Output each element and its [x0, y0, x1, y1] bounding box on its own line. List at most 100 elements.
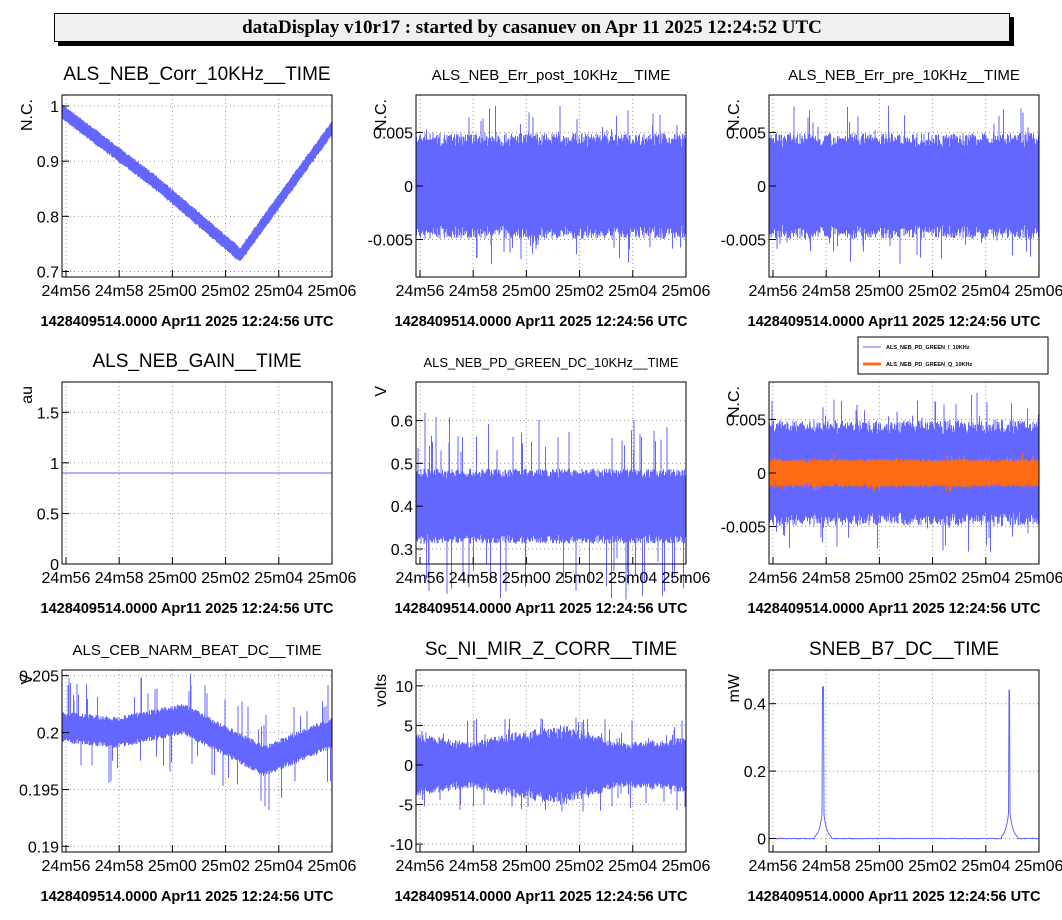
x-tick-label: 24m58 — [449, 570, 498, 587]
y-axis-label: N.C. — [726, 386, 743, 418]
x-tick-label: 25m04 — [608, 858, 657, 875]
x-tick-label: 25m02 — [201, 283, 250, 300]
timestamp-footer: 1428409514.0000 Apr11 2025 12:24:56 UTC — [41, 314, 334, 330]
x-tick-label: 25m00 — [502, 858, 551, 875]
y-axis-label: au — [19, 386, 36, 404]
legend: ALS_NEB_PD_GREEN_I_10KHz ALS_NEB_PD_GREEN… — [857, 336, 1049, 375]
x-tick-label: 24m58 — [95, 283, 144, 300]
y-tick-label: 0.2 — [37, 726, 59, 743]
x-tick-label: 25m00 — [502, 283, 551, 300]
plot-frame — [61, 669, 333, 853]
timestamp-footer: 1428409514.0000 Apr11 2025 12:24:56 UTC — [395, 601, 688, 617]
x-tick-label: 24m56 — [42, 283, 91, 300]
timestamp-footer: 1428409514.0000 Apr11 2025 12:24:56 UTC — [748, 601, 1041, 617]
x-tick-label: 25m02 — [908, 570, 957, 587]
y-tick-label: 0.005 — [726, 412, 766, 429]
y-tick-label: 0 — [757, 466, 766, 483]
x-tick-label: 24m58 — [449, 283, 498, 300]
y-axis-label: mW — [726, 673, 743, 702]
chart-panel: Sc_NI_MIR_Z_CORR__TIME -10 -5 0 5 10 24m56 24m5… — [373, 639, 711, 905]
x-tick-label: 25m04 — [254, 858, 303, 875]
chart-title: ALS_NEB_Err_post_10KHz__TIME — [432, 67, 670, 84]
x-tick-label: 24m56 — [42, 570, 91, 587]
y-tick-label: 0.5 — [37, 506, 59, 523]
y-tick-label: 0.2 — [744, 764, 766, 781]
legend-box — [857, 336, 1049, 375]
chart-panel: ALS_NEB_Err_pre_10KHz__TIME -0.005 0 0.005 2… — [721, 67, 1062, 330]
y-tick-label: 5 — [404, 718, 413, 735]
x-tick-label: 24m56 — [749, 570, 798, 587]
plot-frame — [61, 381, 333, 565]
y-tick-label: 0.3 — [391, 542, 413, 559]
x-tick-label: 24m56 — [396, 570, 445, 587]
series-line — [415, 105, 686, 265]
y-axis-label: N.C. — [19, 99, 36, 131]
plot-frame — [768, 669, 1040, 853]
y-tick-label: 1 — [50, 99, 59, 116]
timestamp-footer: 1428409514.0000 Apr11 2025 12:24:56 UTC — [748, 314, 1041, 330]
plot-frame — [415, 669, 687, 853]
chart-panel: ALS_CEB_NARM_BEAT_DC__TIME 0.19 0.195 0.2 0.… — [19, 642, 357, 905]
y-axis-label: V — [373, 386, 390, 397]
y-tick-label: 0.6 — [391, 414, 413, 431]
x-tick-label: 24m58 — [802, 283, 851, 300]
x-tick-label: 25m06 — [661, 570, 710, 587]
x-tick-label: 25m06 — [661, 283, 710, 300]
timestamp-footer: 1428409514.0000 Apr11 2025 12:24:56 UTC — [748, 889, 1041, 905]
y-tick-label: 0 — [757, 179, 766, 196]
timestamp-footer: 1428409514.0000 Apr11 2025 12:24:56 UTC — [41, 601, 334, 617]
y-tick-label: -0.005 — [721, 520, 766, 537]
x-tick-label: 25m02 — [201, 858, 250, 875]
y-tick-label: 0 — [404, 179, 413, 196]
x-tick-label: 24m58 — [449, 858, 498, 875]
y-tick-label: -10 — [390, 837, 413, 854]
x-tick-label: 25m00 — [855, 283, 904, 300]
x-tick-label: 25m06 — [661, 858, 710, 875]
y-tick-label: 10 — [395, 679, 413, 696]
x-tick-label: 25m00 — [855, 858, 904, 875]
y-tick-label: 0.19 — [28, 839, 59, 856]
y-tick-label: 0.4 — [391, 499, 413, 516]
series-line — [415, 717, 686, 812]
chart-title: ALS_CEB_NARM_BEAT_DC__TIME — [73, 642, 322, 659]
x-tick-label: 25m00 — [148, 283, 197, 300]
y-tick-label: 0 — [50, 557, 59, 574]
y-tick-label: 0.7 — [37, 264, 59, 281]
x-tick-label: 25m06 — [307, 858, 356, 875]
x-tick-label: 24m56 — [396, 858, 445, 875]
chart-panel: ALS_NEB_PD_GREEN_DC_10KHz__TIME 0.3 0.4 0.5… — [373, 355, 711, 617]
legend-label: ALS_NEB_PD_GREEN_I_10KHz — [886, 345, 970, 351]
chart-panel: -0.005 0 0.005 24m56 24m58 25m00 25m02 25m04 25m… — [721, 336, 1062, 617]
x-tick-label: 24m58 — [802, 858, 851, 875]
chart-title: ALS_NEB_Err_pre_10KHz__TIME — [788, 67, 1020, 84]
x-tick-label: 25m02 — [555, 283, 604, 300]
y-axis-label: N.C. — [373, 99, 390, 131]
x-tick-label: 25m04 — [608, 570, 657, 587]
x-tick-label: 25m04 — [961, 858, 1010, 875]
x-tick-label: 24m58 — [802, 570, 851, 587]
y-tick-label: -5 — [399, 798, 413, 815]
y-tick-label: 1 — [50, 456, 59, 473]
x-tick-label: 25m02 — [555, 570, 604, 587]
x-tick-label: 25m02 — [908, 858, 957, 875]
x-tick-label: 25m04 — [961, 283, 1010, 300]
chart-title: ALS_NEB_PD_GREEN_DC_10KHz__TIME — [423, 355, 678, 370]
x-tick-label: 25m00 — [148, 570, 197, 587]
y-tick-label: 0.8 — [37, 209, 59, 226]
y-tick-label: -0.005 — [721, 233, 766, 250]
y-tick-label: 0.205 — [19, 669, 59, 686]
y-tick-label: 0.5 — [391, 456, 413, 473]
y-axis-label: N.C. — [726, 99, 743, 131]
x-tick-label: 25m04 — [608, 283, 657, 300]
plot-frame — [61, 94, 333, 278]
x-tick-label: 25m04 — [254, 570, 303, 587]
timestamp-footer: 1428409514.0000 Apr11 2025 12:24:56 UTC — [395, 314, 688, 330]
y-tick-label: 0.195 — [19, 782, 59, 799]
chart-title: Sc_NI_MIR_Z_CORR__TIME — [425, 639, 677, 660]
x-tick-label: 25m02 — [555, 858, 604, 875]
x-tick-label: 25m06 — [307, 570, 356, 587]
plot-frame — [415, 381, 687, 565]
